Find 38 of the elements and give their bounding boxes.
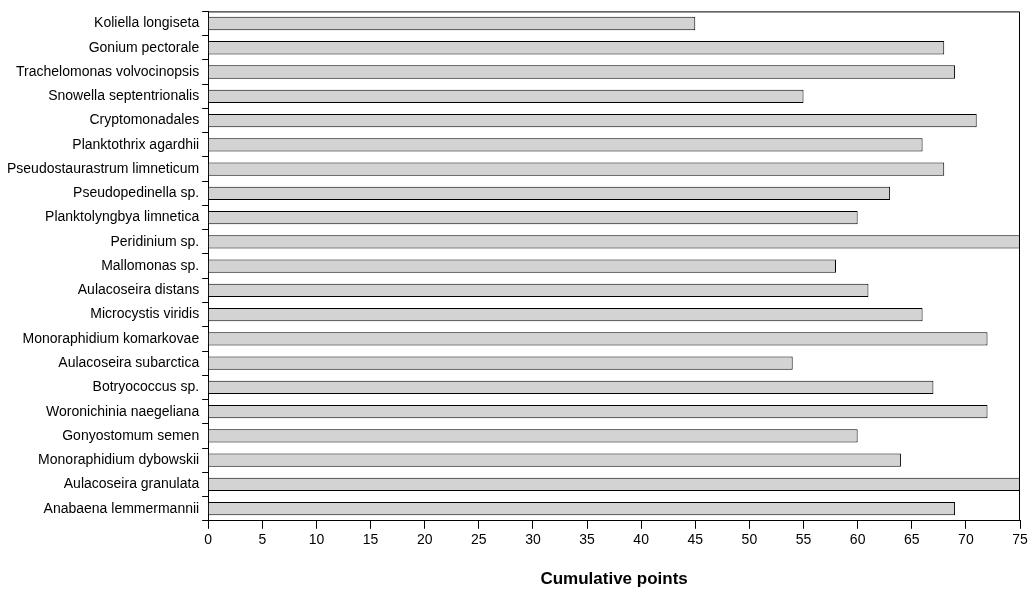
y-tick-label: Monoraphidium dybowskii [38, 451, 200, 468]
x-tick-label: 60 [849, 531, 866, 548]
y-tick-label: Trachelomonas volvocinopsis [16, 62, 200, 79]
x-tick-label: 15 [362, 531, 379, 548]
y-tick-label: Peridinium sp. [110, 232, 200, 249]
y-tick-label: Botryococcus sp. [92, 378, 200, 395]
y-tick-label: Planktothrix agardhii [72, 135, 200, 152]
y-tick-label: Pseudostaurastrum limneticum [7, 159, 200, 176]
x-tick-label: 75 [1012, 531, 1028, 548]
y-tick-label: Mallomonas sp. [101, 256, 200, 273]
y-tick-label: Aulacoseira subarctica [58, 353, 200, 370]
y-tick-label: Koliella longiseta [94, 14, 200, 31]
y-tick-label: Cryptomonadales [89, 111, 200, 128]
x-tick-label: 20 [416, 531, 433, 548]
x-tick-label: 40 [633, 531, 650, 548]
x-tick-label: 50 [741, 531, 758, 548]
y-tick-label: Microcystis viridis [90, 305, 200, 322]
x-tick-label: 5 [258, 531, 267, 548]
y-tick-label: Planktolyngbya limnetica [45, 208, 200, 225]
x-tick-label: 45 [687, 531, 704, 548]
y-tick-label: Monoraphidium komarkovae [22, 329, 200, 346]
x-tick-label: 10 [308, 531, 325, 548]
y-tick-label: Aulacoseira granulata [63, 475, 200, 492]
x-tick-label: 30 [525, 531, 541, 548]
y-tick-label: Pseudopedinella sp. [73, 184, 200, 201]
y-tick-label: Woronichinia naegeliana [46, 402, 200, 419]
x-tick-label: 55 [795, 531, 812, 548]
x-tick-label: 35 [579, 531, 596, 548]
y-tick-label: Gonyostomum semen [62, 426, 200, 443]
x-tick-label: 65 [903, 531, 920, 548]
y-tick-label: Gonium pectorale [88, 38, 200, 55]
x-axis-title: Cumulative points [540, 569, 688, 589]
y-tick-label: Aulacoseira distans [77, 281, 200, 298]
x-tick-label: 70 [958, 531, 974, 548]
x-tick-label: 25 [471, 531, 487, 548]
x-tick-label: 0 [204, 531, 213, 548]
y-tick-label: Snowella septentrionalis [48, 87, 200, 104]
y-tick-label: Anabaena lemmermannii [43, 499, 200, 516]
